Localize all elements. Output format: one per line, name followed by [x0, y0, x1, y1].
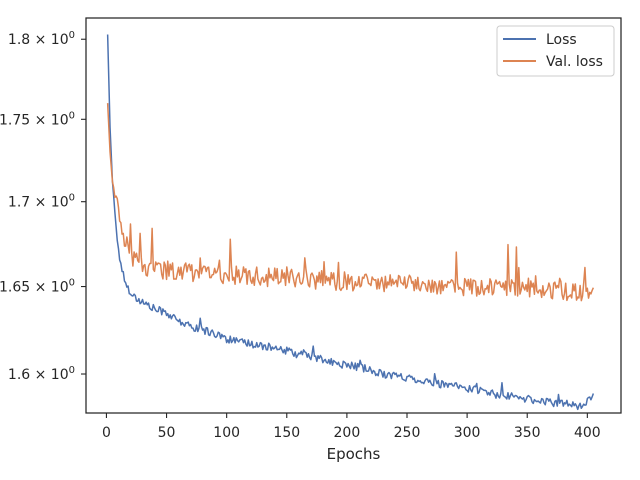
y-tick-label: 1.75 × 100 — [0, 110, 75, 128]
legend-label: Val. loss — [546, 54, 603, 70]
y-axis: 1.6 × 100 1.65 × 100 1.7 × 100 1.75 × 100 1.… — [0, 30, 86, 383]
y-tick-label: 1.8 × 100 — [8, 30, 75, 48]
x-tick-label: 50 — [158, 425, 176, 441]
x-tick-label: 300 — [454, 425, 481, 441]
plot-background — [86, 18, 621, 413]
y-tick-label: 1.7 × 100 — [8, 193, 75, 211]
x-tick-label: 100 — [213, 425, 240, 441]
x-tick-label: 400 — [574, 425, 601, 441]
legend: Loss Val. loss — [496, 25, 615, 77]
legend-label: Loss — [546, 32, 577, 48]
x-axis: 0 50 100 150 200 250 300 350 400 — [102, 413, 601, 441]
y-tick-label: 1.65 × 100 — [0, 278, 75, 296]
y-tick-label: 1.6 × 100 — [8, 365, 75, 383]
series-line-val-loss — [106, 103, 595, 302]
x-tick-label: 350 — [514, 425, 541, 441]
x-tick-label: 250 — [394, 425, 421, 441]
x-tick-label: 200 — [334, 425, 361, 441]
plot-area — [85, 17, 622, 414]
plot-frame — [85, 17, 622, 414]
series-group — [106, 34, 595, 411]
series-line-loss — [106, 34, 595, 411]
x-axis-title: Epochs — [327, 445, 381, 463]
x-tick-label: 0 — [102, 425, 111, 441]
x-tick-label: 150 — [273, 425, 300, 441]
